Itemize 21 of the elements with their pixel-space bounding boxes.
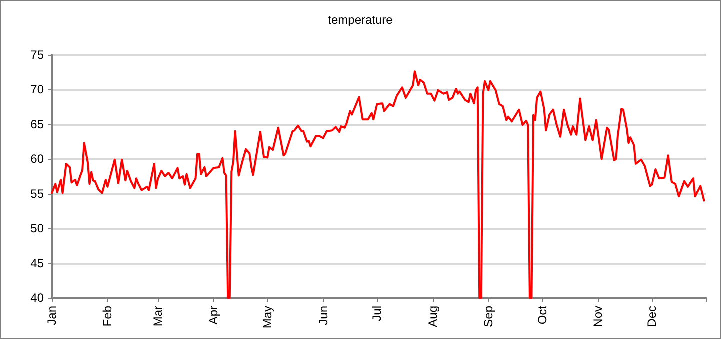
x-tick-label: Sep xyxy=(482,306,496,328)
x-tick-label: May xyxy=(260,306,275,329)
y-tick-label: 45 xyxy=(30,256,44,270)
y-tick-label: 50 xyxy=(30,222,44,236)
y-tick-label: 70 xyxy=(30,82,44,97)
x-tick-label: Aug xyxy=(426,306,440,328)
x-tick-label: Jan xyxy=(45,306,59,326)
x-tick-label: Jul xyxy=(370,306,384,322)
y-tick-label: 75 xyxy=(30,48,44,62)
x-tick-label: Feb xyxy=(100,306,115,327)
x-tick-label: Jun xyxy=(316,306,330,326)
x-tick-label: Mar xyxy=(151,306,166,327)
x-tick-label: Apr xyxy=(206,306,221,325)
y-tick-label: 65 xyxy=(30,117,44,132)
x-tick-label: Nov xyxy=(591,306,606,328)
y-tick-label: 40 xyxy=(30,291,44,305)
chart-title: temperature xyxy=(328,13,394,27)
x-tick-label: Oct xyxy=(536,305,550,325)
y-tick-label: 55 xyxy=(30,186,44,201)
y-tick-label: 60 xyxy=(30,152,44,166)
x-tick-label: Dec xyxy=(645,306,660,328)
